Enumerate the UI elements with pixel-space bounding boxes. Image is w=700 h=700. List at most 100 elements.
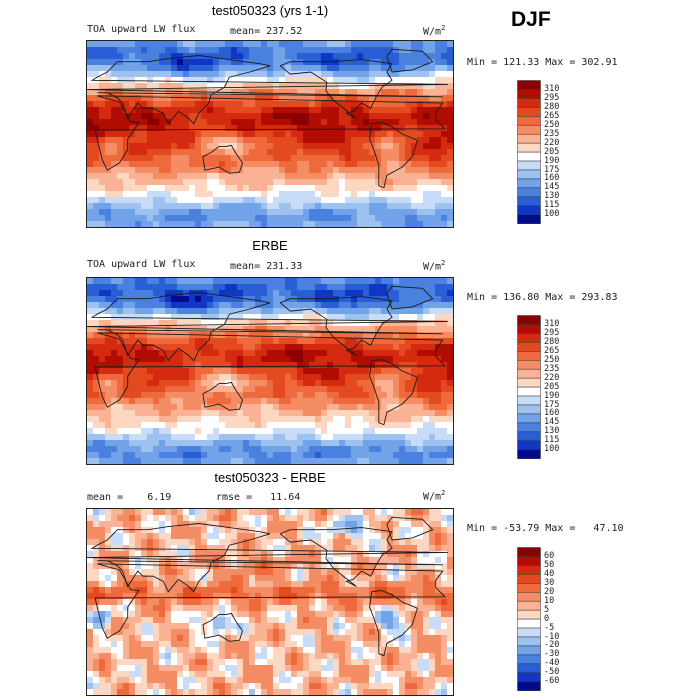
map-cell	[243, 428, 250, 435]
map-cell	[93, 344, 100, 351]
map-cell	[405, 581, 412, 588]
map-cell	[351, 515, 358, 522]
map-cell	[345, 107, 352, 114]
map-cell	[369, 221, 376, 227]
map-cell	[435, 209, 442, 216]
map-cell	[177, 611, 184, 618]
map-cell	[177, 338, 184, 345]
map-cell	[189, 593, 196, 600]
map-cell	[285, 386, 292, 393]
map-cell	[231, 197, 238, 204]
map-cell	[243, 65, 250, 72]
map-cell	[87, 350, 94, 357]
map-cell	[369, 320, 376, 327]
map-cell	[129, 440, 136, 447]
map-cell	[399, 83, 406, 90]
map-cell	[285, 161, 292, 168]
map-cell	[297, 515, 304, 522]
map-cell	[117, 422, 124, 429]
map-cell	[219, 386, 226, 393]
map-cell	[429, 509, 436, 516]
map-cell	[441, 332, 448, 339]
map-cell	[183, 215, 190, 222]
map-cell	[309, 155, 316, 162]
map-cell	[405, 95, 412, 102]
map-cell	[153, 155, 160, 162]
map-cell	[153, 446, 160, 453]
map-cell	[87, 380, 94, 387]
map-cell	[207, 440, 214, 447]
map-cell	[177, 95, 184, 102]
map-cell	[369, 278, 376, 285]
map-cell	[303, 434, 310, 441]
map-cell	[291, 521, 298, 528]
map-cell	[105, 338, 112, 345]
map-cell	[267, 593, 274, 600]
map-cell	[243, 203, 250, 210]
map-cell	[417, 599, 424, 606]
map-cell	[345, 410, 352, 417]
map-cell	[429, 65, 436, 72]
map-cell	[345, 167, 352, 174]
map-cell	[429, 458, 436, 464]
map-cell	[111, 404, 118, 411]
coastline	[279, 59, 393, 119]
map-cell	[93, 398, 100, 405]
map-cell	[177, 203, 184, 210]
map-cell	[399, 101, 406, 108]
map-cell	[411, 284, 418, 291]
map-cell	[255, 89, 262, 96]
map-cell	[93, 551, 100, 558]
map-cell	[87, 416, 94, 423]
map-cell	[171, 326, 178, 333]
map-cell	[225, 581, 232, 588]
map-cell	[291, 611, 298, 618]
map-cell	[297, 569, 304, 576]
map-cell	[369, 119, 376, 126]
map-cell	[153, 581, 160, 588]
map-cell	[387, 527, 394, 534]
map-cell	[393, 209, 400, 216]
map-cell	[219, 392, 226, 399]
map-cell	[441, 545, 448, 552]
map-cell	[351, 611, 358, 618]
map-cell	[375, 71, 382, 78]
map-cell	[339, 290, 346, 297]
map-cell	[141, 350, 148, 357]
map-cell	[393, 521, 400, 528]
map-cell	[303, 59, 310, 66]
map-cell	[87, 125, 94, 132]
map-cell	[201, 434, 208, 441]
map-cell	[327, 605, 334, 612]
map-cell	[93, 527, 100, 534]
map-cell	[225, 392, 232, 399]
map-cell	[123, 89, 130, 96]
map-cell	[249, 398, 256, 405]
map-cell	[273, 356, 280, 363]
map-cell	[99, 131, 106, 138]
map-cell	[171, 173, 178, 180]
map-cell	[291, 155, 298, 162]
map-cell	[141, 290, 148, 297]
map-cell	[123, 410, 130, 417]
map-cell	[201, 374, 208, 381]
map-cell	[111, 392, 118, 399]
map-cell	[171, 416, 178, 423]
map-cell	[327, 191, 334, 198]
map-cell	[315, 89, 322, 96]
map-cell	[231, 344, 238, 351]
map-cell	[285, 113, 292, 120]
map-cell	[441, 374, 448, 381]
map-cell	[213, 521, 220, 528]
map-cell	[423, 575, 430, 582]
map-cell	[243, 599, 250, 606]
map-cell	[381, 374, 388, 381]
map-cell	[135, 398, 142, 405]
map-cell	[297, 125, 304, 132]
map-cell	[441, 278, 448, 285]
map-cell	[441, 422, 448, 429]
map-cell	[297, 137, 304, 144]
map-cell	[273, 581, 280, 588]
map-cell	[363, 191, 370, 198]
map-cell	[237, 119, 244, 126]
